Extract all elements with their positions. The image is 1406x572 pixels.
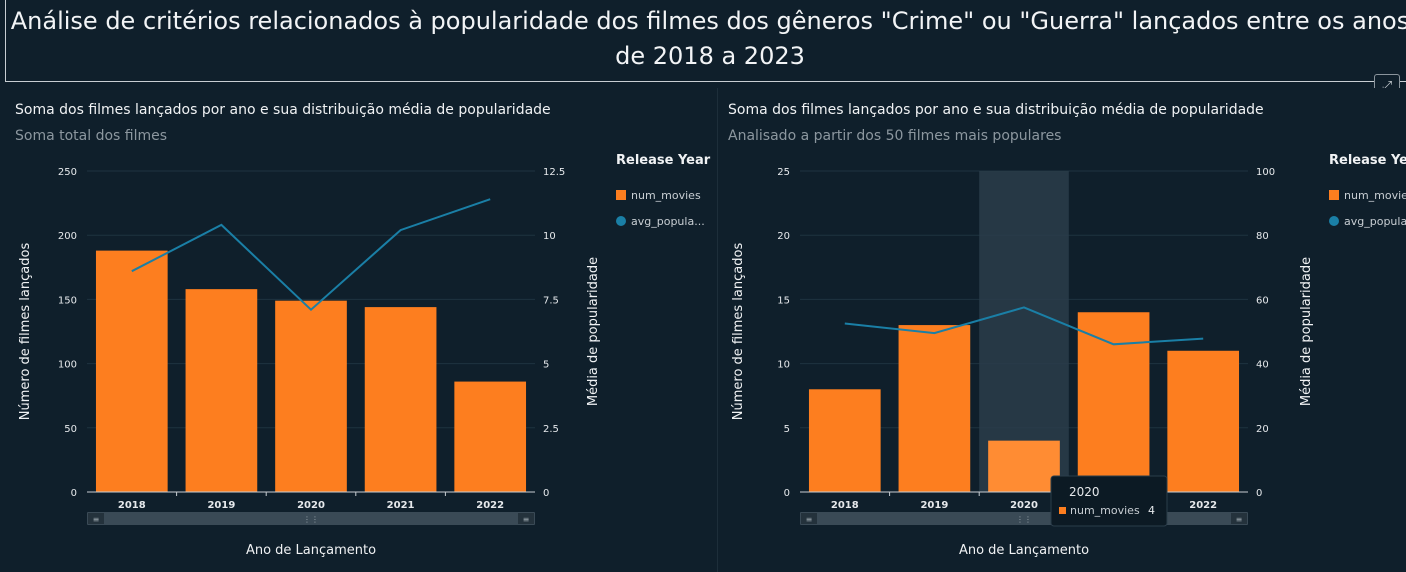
x-axis-title: Ano de Lançamento: [959, 543, 1089, 558]
y-tick-label: 25: [777, 167, 790, 178]
tooltip-swatch: [1059, 507, 1066, 514]
scrollbar-handle-left: [801, 513, 817, 524]
chart-subtitle: Soma total dos filmes: [15, 128, 168, 144]
scroll-grip-icon: ≡: [523, 515, 530, 524]
x-tick-label: 2019: [207, 500, 235, 511]
x-tick-label: 2022: [476, 500, 504, 511]
x-tick-label: 2020: [297, 500, 325, 511]
legend-label: num_movies: [631, 189, 701, 202]
scroll-grip-icon: ≡: [1236, 515, 1243, 524]
y2-tick-label: 100: [1256, 167, 1275, 178]
tooltip-title: 2020: [1069, 485, 1100, 499]
bar-2022: [1167, 350, 1240, 492]
legend-title: Release Year: [1329, 153, 1406, 168]
combo-chart-right: 0510152025020406080100201820192020202120…: [731, 153, 1406, 558]
chart-subtitle: Analisado a partir dos 50 filmes mais po…: [728, 128, 1062, 144]
y2-tick-label: 7.5: [543, 295, 559, 306]
scroll-grip-icon: ⋮⋮: [1016, 515, 1032, 524]
y-tick-label: 100: [58, 360, 77, 371]
scroll-grip-icon: ⋮⋮: [303, 515, 319, 524]
y2-tick-label: 20: [1256, 424, 1269, 435]
y2-tick-label: 0: [1256, 488, 1262, 499]
scroll-grip-icon: ≡: [806, 515, 813, 524]
x-tick-label: 2019: [920, 500, 948, 511]
x-tick-label: 2022: [1189, 500, 1217, 511]
y2-tick-label: 5: [543, 360, 549, 371]
bar-2022: [454, 381, 527, 492]
chart-panel-right: Soma dos filmes lançados por ano e sua d…: [717, 88, 1406, 572]
y-tick-label: 200: [58, 231, 77, 242]
scrollbar-handle-right: [518, 513, 534, 524]
bar-2020: [275, 300, 347, 492]
legend-label: num_movie: [1344, 189, 1406, 202]
legend-label: avg_popula: [1344, 215, 1406, 228]
legend-title: Release Year: [616, 153, 711, 168]
y-tick-label: 0: [71, 488, 77, 499]
legend-swatch-line: [1329, 216, 1339, 226]
line-series-avg-popularity: [131, 198, 491, 312]
y2-tick-label: 80: [1256, 231, 1269, 242]
tooltip-box: [1050, 475, 1168, 527]
y-tick-label: 20: [777, 231, 790, 242]
y2-tick-label: 0: [543, 488, 549, 499]
bar-2021: [1077, 312, 1150, 492]
y2-tick-label: 12.5: [543, 167, 565, 178]
y2-tick-label: 40: [1256, 360, 1269, 371]
y-tick-label: 0: [784, 488, 790, 499]
scrollbar-handle-left: [88, 513, 104, 524]
y-tick-label: 10: [777, 360, 790, 371]
y2-tick-label: 10: [543, 231, 556, 242]
y2-axis-title: Média de popularidade: [1299, 257, 1314, 406]
x-tick-label: 2021: [387, 500, 415, 511]
legend-swatch-line: [616, 216, 626, 226]
x-tick-label: 2020: [1010, 500, 1038, 511]
bar-2019: [898, 325, 971, 492]
y-tick-label: 250: [58, 167, 77, 178]
legend-swatch-bar: [616, 190, 626, 200]
y2-axis-title: Média de popularidade: [586, 257, 601, 406]
chart-title: Soma dos filmes lançados por ano e sua d…: [15, 102, 551, 118]
scrollbar-handle-right: [1231, 513, 1247, 524]
bar-2020: [988, 440, 1060, 492]
x-tick-label: 2018: [118, 500, 146, 511]
y-tick-label: 150: [58, 295, 77, 306]
bar-2018: [808, 389, 881, 492]
bar-2019: [185, 289, 258, 492]
combo-chart-left: 0 50 100 150 200 250 0 2.5 5 7.5 10 12.5 2018 2019 202…: [18, 153, 711, 558]
hover-band: [979, 171, 1069, 492]
y-axis-title: Número de filmes lançados: [731, 243, 746, 421]
x-axis-title: Ano de Lançamento: [246, 543, 376, 558]
line-series-avg-popularity: [844, 306, 1204, 346]
scrollbar-track: [87, 512, 535, 525]
y2-tick-label: 60: [1256, 295, 1269, 306]
y-tick-label: 5: [784, 424, 790, 435]
tooltip-value: 4: [1148, 504, 1155, 517]
legend-swatch-bar: [1329, 190, 1339, 200]
tooltip-series: num_movies: [1070, 504, 1140, 517]
bar-2021: [364, 307, 437, 492]
chart-panel-left: Soma dos filmes lançados por ano e sua d…: [5, 88, 713, 572]
y2-tick-label: 2.5: [543, 424, 559, 435]
bar-2018: [95, 250, 168, 492]
y-tick-label: 50: [64, 424, 77, 435]
dashboard-title: Análise de critérios relacionados à popu…: [10, 7, 1406, 70]
chart-title: Soma dos filmes lançados por ano e sua d…: [728, 102, 1264, 118]
scroll-grip-icon: ≡: [93, 515, 100, 524]
y-axis-title: Número de filmes lançados: [18, 243, 33, 421]
y-tick-label: 15: [777, 295, 790, 306]
x-tick-label: 2018: [831, 500, 859, 511]
dashboard-title-box: Análise de critérios relacionados à popu…: [5, 0, 1406, 82]
legend-label: avg_popula...: [631, 215, 705, 228]
